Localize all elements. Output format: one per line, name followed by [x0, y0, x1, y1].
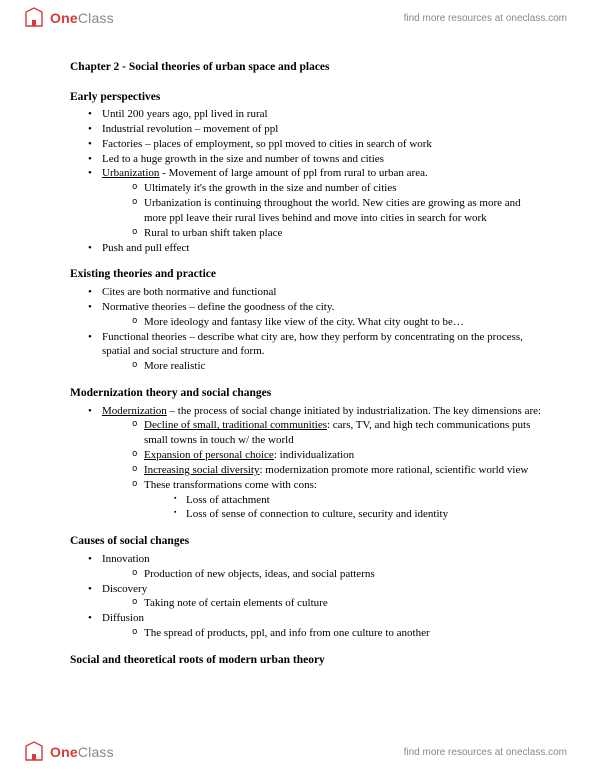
list-item: Diffusion The spread of products, ppl, a…: [92, 611, 545, 641]
sublist: Decline of small, traditional communitie…: [102, 418, 545, 522]
brand-icon: [22, 6, 46, 30]
list-item: Innovation Production of new objects, id…: [92, 552, 545, 582]
list-item-text: : individualization: [274, 449, 354, 461]
brand-text: OneClass: [50, 10, 114, 26]
section-title-roots: Social and theoretical roots of modern u…: [70, 653, 545, 669]
sublist: Taking note of certain elements of cultu…: [102, 596, 545, 611]
list-item: Taking note of certain elements of cultu…: [132, 596, 545, 611]
chapter-title: Chapter 2 - Social theories of urban spa…: [70, 60, 545, 76]
subsublist: Loss of attachment Loss of sense of conn…: [144, 493, 545, 523]
list-item: Rural to urban shift taken place: [132, 226, 545, 241]
brand-logo: OneClass: [22, 6, 114, 30]
list-item: Increasing social diversity: modernizati…: [132, 463, 545, 478]
brand-text-class: Class: [78, 10, 114, 26]
brand-logo-footer: OneClass: [22, 740, 114, 764]
list-item: Ultimately it's the growth in the size a…: [132, 181, 545, 196]
list-item: Cites are both normative and functional: [92, 285, 545, 300]
list-item: More ideology and fantasy like view of t…: [132, 315, 545, 330]
sublist: More ideology and fantasy like view of t…: [102, 315, 545, 330]
list-item: These transformations come with cons: Lo…: [132, 478, 545, 523]
list-item: Led to a huge growth in the size and num…: [92, 152, 545, 167]
document-body: Chapter 2 - Social theories of urban spa…: [70, 60, 545, 720]
list-item-text: – the process of social change initiated…: [167, 405, 541, 417]
footer-resources-link[interactable]: find more resources at oneclass.com: [404, 747, 567, 758]
list-item-text: Discovery: [102, 583, 147, 595]
list-item: The spread of products, ppl, and info fr…: [132, 626, 545, 641]
list-item-text: Diffusion: [102, 612, 144, 624]
section-title-causes: Causes of social changes: [70, 534, 545, 550]
section-title-modernization: Modernization theory and social changes: [70, 386, 545, 402]
brand-icon: [22, 740, 46, 764]
term-urbanization: Urbanization: [102, 167, 159, 179]
sublist: Production of new objects, ideas, and so…: [102, 567, 545, 582]
sublist: The spread of products, ppl, and info fr…: [102, 626, 545, 641]
section-title-early: Early perspectives: [70, 90, 545, 106]
list-item: Decline of small, traditional communitie…: [132, 418, 545, 448]
list-modernization: Modernization – the process of social ch…: [70, 404, 545, 523]
term-diversity: Increasing social diversity: [144, 464, 259, 476]
list-item: Urbanization - Movement of large amount …: [92, 166, 545, 240]
list-item: More realistic: [132, 359, 545, 374]
list-item: Functional theories – describe what city…: [92, 330, 545, 375]
list-item-text: Normative theories – define the goodness…: [102, 301, 334, 313]
term-decline: Decline of small, traditional communitie…: [144, 419, 327, 431]
list-item: Loss of sense of connection to culture, …: [174, 507, 545, 522]
list-item: Loss of attachment: [174, 493, 545, 508]
list-item: Push and pull effect: [92, 241, 545, 256]
header-resources-link[interactable]: find more resources at oneclass.com: [404, 13, 567, 24]
list-item: Expansion of personal choice: individual…: [132, 448, 545, 463]
list-item-text: Innovation: [102, 553, 150, 565]
list-item: Normative theories – define the goodness…: [92, 300, 545, 330]
sublist: Ultimately it's the growth in the size a…: [102, 181, 545, 240]
page-footer: OneClass find more resources at oneclass…: [0, 734, 595, 770]
list-item-text: These transformations come with cons:: [144, 479, 317, 491]
list-causes: Innovation Production of new objects, id…: [70, 552, 545, 641]
page-header: OneClass find more resources at oneclass…: [0, 0, 595, 36]
brand-text-class: Class: [78, 744, 114, 760]
term-expansion: Expansion of personal choice: [144, 449, 274, 461]
list-item: Modernization – the process of social ch…: [92, 404, 545, 523]
list-item: Discovery Taking note of certain element…: [92, 582, 545, 612]
list-existing: Cites are both normative and functional …: [70, 285, 545, 374]
list-item-text: : modernization promote more rational, s…: [259, 464, 528, 476]
section-title-existing: Existing theories and practice: [70, 267, 545, 283]
brand-text-one: One: [50, 10, 78, 26]
list-item: Until 200 years ago, ppl lived in rural: [92, 107, 545, 122]
list-item: Factories – places of employment, so ppl…: [92, 137, 545, 152]
term-modernization: Modernization: [102, 405, 167, 417]
list-item-text: - Movement of large amount of ppl from r…: [159, 167, 427, 179]
sublist: More realistic: [102, 359, 545, 374]
list-item: Industrial revolution – movement of ppl: [92, 122, 545, 137]
list-early: Until 200 years ago, ppl lived in rural …: [70, 107, 545, 255]
brand-text-one: One: [50, 744, 78, 760]
list-item: Production of new objects, ideas, and so…: [132, 567, 545, 582]
brand-text: OneClass: [50, 744, 114, 760]
list-item-text: Functional theories – describe what city…: [102, 331, 523, 358]
list-item: Urbanization is continuing throughout th…: [132, 196, 545, 226]
